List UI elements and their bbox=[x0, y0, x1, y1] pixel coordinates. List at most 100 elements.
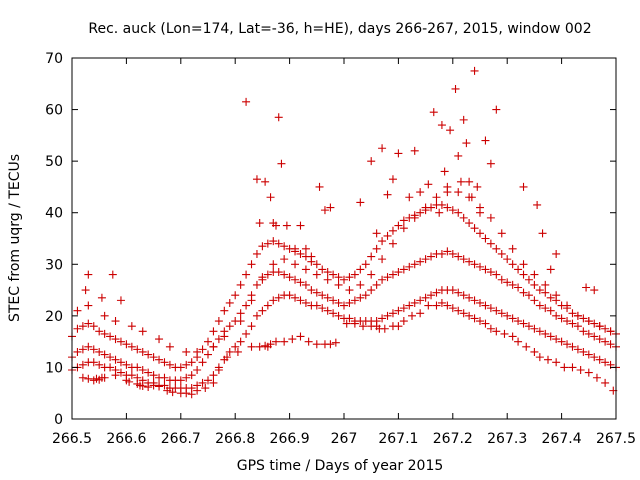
data-point bbox=[568, 309, 577, 318]
y-tick-label: 40 bbox=[45, 206, 63, 222]
data-point bbox=[329, 270, 338, 279]
data-point bbox=[546, 293, 555, 302]
data-point bbox=[108, 270, 117, 279]
data-point bbox=[405, 193, 414, 202]
data-point bbox=[432, 301, 441, 310]
data-point bbox=[350, 296, 359, 305]
x-tick-label: 267.5 bbox=[596, 431, 636, 447]
data-point bbox=[410, 213, 419, 222]
data-point bbox=[380, 324, 389, 333]
x-axis: 266.5 266.6 266.7 266.8 266.9 267 267.1 267.2 26… bbox=[52, 58, 636, 447]
data-point bbox=[492, 327, 501, 336]
data-point bbox=[176, 363, 185, 372]
data-point bbox=[486, 159, 495, 168]
data-point bbox=[544, 355, 552, 364]
data-point bbox=[573, 345, 582, 354]
data-point bbox=[274, 268, 283, 277]
data-point bbox=[255, 219, 264, 228]
data-point bbox=[138, 327, 147, 336]
data-point bbox=[242, 270, 251, 279]
data-point bbox=[481, 234, 490, 243]
data-point bbox=[465, 177, 474, 186]
data-point bbox=[231, 342, 240, 351]
data-point bbox=[106, 353, 115, 362]
data-point bbox=[247, 322, 256, 331]
data-point bbox=[269, 260, 278, 269]
chart-title: Rec. auck (Lon=174, Lat=-36, h=HE), days… bbox=[88, 21, 591, 37]
data-point bbox=[454, 288, 463, 297]
data-point bbox=[133, 345, 142, 354]
y-tick-label: 20 bbox=[45, 309, 63, 325]
data-point bbox=[595, 335, 604, 344]
data-point bbox=[473, 182, 482, 191]
data-point bbox=[606, 327, 615, 336]
data-point bbox=[519, 270, 528, 279]
data-point bbox=[329, 309, 338, 318]
data-point bbox=[424, 180, 433, 189]
data-point bbox=[432, 193, 441, 202]
data-point bbox=[437, 249, 446, 258]
data-point bbox=[573, 322, 582, 331]
data-point bbox=[133, 363, 142, 372]
data-point bbox=[236, 337, 245, 346]
data-point bbox=[416, 188, 425, 197]
data-point bbox=[155, 355, 164, 364]
data-point bbox=[590, 319, 599, 328]
data-point bbox=[291, 293, 300, 302]
data-point bbox=[503, 255, 512, 264]
data-point bbox=[508, 332, 517, 341]
data-point bbox=[467, 193, 476, 202]
data-point bbox=[408, 311, 416, 320]
data-point bbox=[465, 219, 474, 228]
data-point bbox=[372, 229, 381, 238]
data-point bbox=[508, 244, 517, 253]
data-point bbox=[563, 340, 572, 349]
data-point bbox=[519, 182, 528, 191]
data-point bbox=[323, 306, 332, 315]
data-point bbox=[307, 252, 316, 261]
plot-frame bbox=[71, 57, 617, 420]
data-point bbox=[78, 360, 87, 369]
data-point bbox=[214, 335, 223, 344]
data-point bbox=[252, 175, 261, 184]
data-point bbox=[266, 193, 275, 202]
data-point bbox=[394, 149, 403, 158]
data-point bbox=[568, 342, 577, 351]
data-point bbox=[350, 270, 359, 279]
data-point bbox=[291, 244, 300, 253]
data-point bbox=[601, 378, 610, 387]
data-points bbox=[68, 66, 620, 399]
data-point bbox=[557, 314, 566, 323]
data-point bbox=[209, 342, 218, 351]
data-point bbox=[356, 198, 365, 207]
data-point bbox=[530, 270, 539, 279]
data-point bbox=[89, 322, 98, 331]
data-point bbox=[367, 286, 376, 295]
data-point bbox=[296, 296, 305, 305]
data-point bbox=[155, 335, 164, 344]
data-point bbox=[225, 298, 234, 307]
data-point bbox=[165, 342, 174, 351]
data-point bbox=[233, 347, 242, 356]
data-point bbox=[590, 353, 599, 362]
data-point bbox=[84, 270, 93, 279]
data-point bbox=[84, 319, 93, 328]
data-point bbox=[416, 309, 425, 318]
data-point bbox=[291, 260, 300, 269]
data-point bbox=[421, 255, 430, 264]
data-point bbox=[508, 280, 517, 289]
data-point bbox=[116, 337, 125, 346]
data-point bbox=[160, 381, 169, 390]
data-point bbox=[326, 340, 335, 349]
data-point bbox=[356, 293, 365, 302]
data-point bbox=[285, 291, 294, 300]
data-point bbox=[106, 332, 115, 341]
data-point bbox=[127, 322, 136, 331]
data-point bbox=[606, 340, 615, 349]
data-point bbox=[388, 226, 397, 235]
data-point bbox=[579, 314, 588, 323]
data-point bbox=[443, 301, 452, 310]
data-point bbox=[280, 337, 289, 346]
data-point bbox=[524, 322, 533, 331]
